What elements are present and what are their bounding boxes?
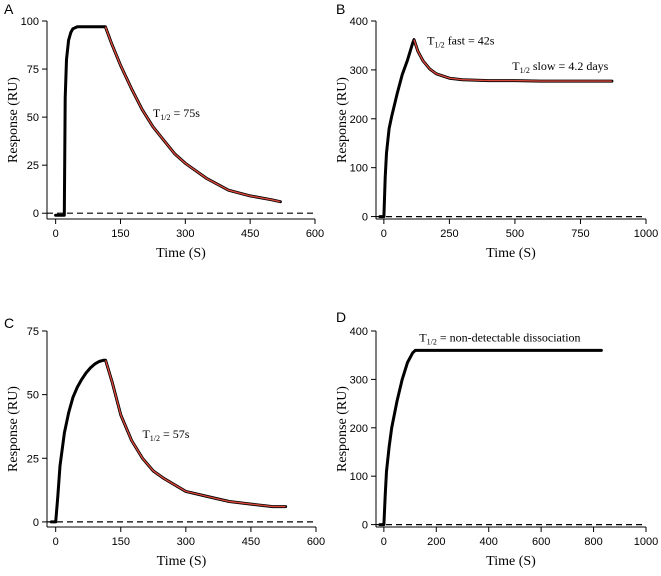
y-tick-label: 0 bbox=[33, 208, 39, 220]
annotation-text: = non-detectable dissociation bbox=[437, 331, 581, 345]
y-tick-label: 100 bbox=[350, 471, 368, 483]
annotation: T1/2 = 57s bbox=[142, 427, 189, 443]
x-tick-label: 500 bbox=[506, 228, 524, 240]
panel-c: C 0 25 50 75 0 150 300 450 600 Time (S) Response (R… bbox=[4, 315, 325, 569]
y-tick-label: 50 bbox=[27, 112, 39, 124]
annotation-base: T bbox=[142, 427, 150, 441]
x-tick-label: 450 bbox=[241, 228, 259, 240]
y-tick-label: 400 bbox=[350, 326, 368, 338]
x-tick-label: 800 bbox=[584, 536, 602, 548]
y-tick-label: 0 bbox=[362, 212, 368, 224]
panel-a: A 0 25 50 75 100 0 150 300 450 600 Time (S) Response… bbox=[4, 1, 324, 261]
x-tick-label: 0 bbox=[381, 228, 387, 240]
annotation-subscript: 1/2 bbox=[150, 434, 160, 443]
annotation-text: slow = 4.2 days bbox=[530, 59, 609, 73]
x-tick-label: 150 bbox=[111, 228, 129, 240]
panel-letter: D bbox=[336, 309, 346, 325]
x-tick-label: 750 bbox=[571, 228, 589, 240]
y-tick-label: 25 bbox=[27, 453, 39, 465]
response-line bbox=[378, 348, 603, 527]
annotation-base: T bbox=[153, 106, 161, 120]
annotation-text: = 75s bbox=[170, 106, 200, 120]
y-tick-label: 75 bbox=[27, 64, 39, 76]
x-tick-label: 0 bbox=[381, 536, 387, 548]
y-axis-title: Response (RU) bbox=[335, 386, 350, 472]
x-tick-label: 200 bbox=[427, 536, 445, 548]
y-tick-label: 0 bbox=[33, 517, 39, 529]
annotation-subscript: 1/2 bbox=[520, 66, 530, 75]
annotation-subscript: 1/2 bbox=[434, 40, 444, 49]
x-tick-label: 300 bbox=[177, 536, 195, 548]
panel-letter: B bbox=[336, 1, 345, 17]
annotation-base: T bbox=[419, 331, 427, 345]
annotation: T1/2 = non-detectable dissociation bbox=[419, 331, 580, 347]
x-tick-label: 600 bbox=[306, 228, 324, 240]
y-tick-label: 25 bbox=[27, 160, 39, 172]
annotation: T1/2 fast = 42s bbox=[427, 33, 495, 49]
y-tick-label: 100 bbox=[350, 163, 368, 175]
fit-line bbox=[413, 39, 612, 82]
x-tick-label: 600 bbox=[532, 536, 550, 548]
y-tick-label: 300 bbox=[350, 65, 368, 77]
x-tick-label: 150 bbox=[112, 536, 130, 548]
y-axis-title: Response (RU) bbox=[335, 77, 350, 163]
panel-letter: C bbox=[4, 315, 14, 331]
y-tick-label: 50 bbox=[27, 390, 39, 402]
y-axis-title: Response (RU) bbox=[6, 386, 21, 472]
fit-line bbox=[104, 360, 286, 508]
x-tick-label: 450 bbox=[242, 536, 260, 548]
annotation-subscript: 1/2 bbox=[160, 113, 170, 122]
x-tick-label: 400 bbox=[480, 536, 498, 548]
x-tick-label: 1000 bbox=[634, 228, 658, 240]
annotation-text: fast = 42s bbox=[445, 33, 495, 47]
y-tick-label: 300 bbox=[350, 374, 368, 386]
x-tick-label: 600 bbox=[307, 536, 325, 548]
y-tick-label: 75 bbox=[27, 326, 39, 338]
response-line bbox=[49, 358, 288, 524]
panel-b: B 0 100 200 300 400 0 250 500 750 1000 Time (S) Resp… bbox=[335, 1, 658, 261]
fit-line bbox=[104, 26, 281, 203]
x-tick-label: 250 bbox=[440, 228, 458, 240]
annotation-base: T bbox=[427, 33, 435, 47]
x-axis-title: Time (S) bbox=[156, 246, 206, 261]
annotation: T1/2 slow = 4.2 days bbox=[512, 59, 608, 75]
x-axis-title: Time (S) bbox=[486, 554, 536, 569]
y-tick-label: 200 bbox=[350, 114, 368, 126]
panel-letter: A bbox=[4, 1, 14, 17]
y-tick-label: 0 bbox=[362, 520, 368, 532]
x-tick-label: 1000 bbox=[634, 536, 658, 548]
x-tick-label: 0 bbox=[53, 228, 59, 240]
annotation: T1/2 = 75s bbox=[153, 106, 200, 122]
x-axis-title: Time (S) bbox=[157, 554, 207, 569]
y-tick-label: 100 bbox=[21, 16, 39, 28]
annotation-base: T bbox=[512, 59, 520, 73]
annotation-text: = 57s bbox=[160, 427, 190, 441]
x-tick-label: 300 bbox=[176, 228, 194, 240]
y-tick-label: 200 bbox=[350, 423, 368, 435]
x-axis-title: Time (S) bbox=[486, 246, 536, 261]
panel-d: D 0 100 200 300 400 0 200 400 600 800 1000 Time (S) R… bbox=[335, 309, 658, 569]
x-tick-label: 0 bbox=[53, 536, 59, 548]
y-tick-label: 400 bbox=[350, 16, 368, 28]
y-axis-title: Response (RU) bbox=[6, 77, 21, 163]
annotation-subscript: 1/2 bbox=[427, 338, 437, 347]
